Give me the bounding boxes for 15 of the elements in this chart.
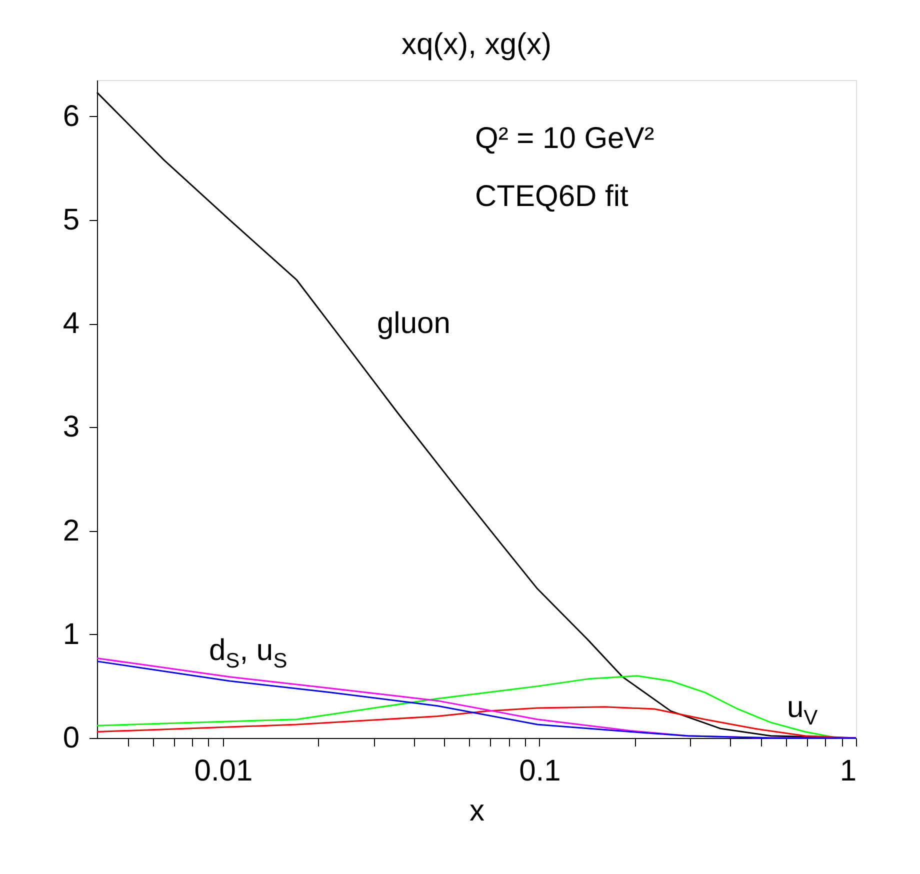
chart-title: xq(x), xg(x) (402, 28, 552, 61)
x-tick-label: 0.1 (519, 754, 561, 788)
y-tick-label: 5 (62, 203, 80, 236)
y-tick-label: 1 (62, 618, 80, 651)
annotation: gluon (377, 307, 450, 340)
y-tick-label: 4 (62, 307, 80, 340)
annotation: CTEQ6D fit (475, 180, 630, 213)
x-axis-title: x (470, 794, 484, 828)
y-tick-label: 2 (62, 514, 80, 548)
y-tick-label: 3 (62, 410, 80, 444)
y-tick-label: 6 (62, 100, 80, 133)
x-tick-label: 0.01 (194, 754, 253, 788)
annotation: Q² = 10 GeV² (475, 122, 654, 155)
x-tick-label: 1 (840, 754, 856, 788)
y-tick-label: 0 (62, 722, 80, 754)
